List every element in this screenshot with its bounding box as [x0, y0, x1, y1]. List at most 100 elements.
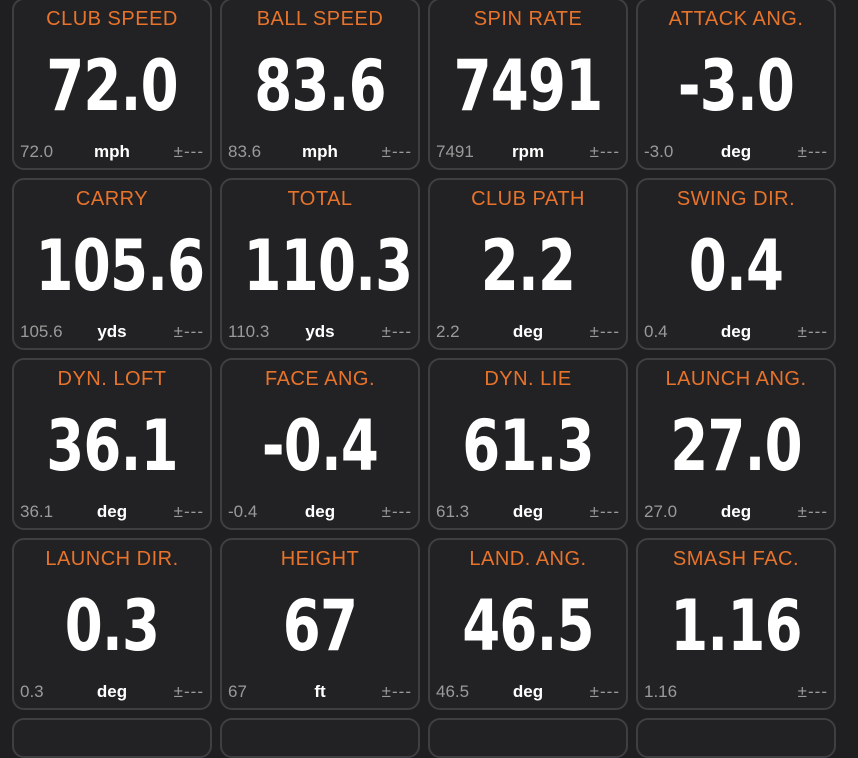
metric-unit: deg — [720, 322, 752, 341]
metric-title: DYN. LOFT — [57, 368, 167, 390]
metric-sub-value: 7491 — [436, 142, 474, 161]
metric-title: CARRY — [75, 188, 149, 210]
metric-tolerance: ±--- — [589, 682, 620, 701]
metric-title: HEIGHT — [280, 548, 360, 570]
metric-sub-value: 110.3 — [228, 322, 270, 341]
metric-footer: 7491 rpm ±--- — [436, 142, 620, 162]
metric-value: -0.4 — [261, 405, 379, 487]
metric-title: LAUNCH DIR. — [45, 548, 179, 570]
metric-title: FACE ANG. — [264, 368, 376, 390]
metric-unit: deg — [96, 502, 128, 521]
metric-tolerance: ±--- — [589, 322, 620, 341]
metric-unit: deg — [512, 502, 544, 521]
metric-tolerance: ±--- — [797, 322, 828, 341]
metric-sub-value: 105.6 — [20, 322, 63, 341]
metric-title: SPIN RATE — [473, 8, 583, 30]
metric-footer: 105.6 yds ±--- — [20, 322, 204, 342]
metric-footer: 67 ft ±--- — [228, 682, 412, 702]
metric-tile-spin-rate[interactable]: SPIN RATE 7491 7491 rpm ±--- — [428, 0, 628, 170]
metric-footer: 46.5 deg ±--- — [436, 682, 620, 702]
metric-unit: yds — [305, 322, 335, 341]
metric-unit: ft — [314, 682, 326, 701]
metric-tolerance: ±--- — [381, 322, 412, 341]
metric-value: 105.6 — [35, 225, 206, 307]
metrics-grid: CLUB SPEED 72.0 72.0 mph ±--- BALL SPEED… — [12, 0, 836, 758]
metric-unit: deg — [720, 502, 752, 521]
metric-value: 72.0 — [46, 45, 178, 127]
metric-title: SMASH FAC. — [672, 548, 800, 570]
metric-value: 67 — [282, 585, 358, 667]
metric-tolerance: ±--- — [797, 502, 828, 521]
metric-tile-face-angle[interactable]: FACE ANG. -0.4 -0.4 deg ±--- — [220, 358, 420, 530]
metric-tile-club-path[interactable]: CLUB PATH 2.2 2.2 deg ±--- — [428, 178, 628, 350]
metric-value: 2.2 — [480, 225, 576, 307]
metric-tile-launch-angle[interactable]: LAUNCH ANG. 27.0 27.0 deg ±--- — [636, 358, 836, 530]
metric-value: -3.0 — [677, 45, 795, 127]
metric-tile-ball-speed[interactable]: BALL SPEED 83.6 83.6 mph ±--- — [220, 0, 420, 170]
metric-value: 7491 — [453, 45, 604, 127]
metric-tolerance: ±--- — [797, 142, 828, 161]
metric-tile-partial[interactable] — [220, 718, 420, 758]
metric-footer: 83.6 mph ±--- — [228, 142, 412, 162]
metric-value: 36.1 — [46, 405, 178, 487]
metric-title: TOTAL — [287, 188, 353, 210]
metric-value: 1.16 — [670, 585, 802, 667]
metric-tolerance: ±--- — [381, 682, 412, 701]
metric-tile-dynamic-lie[interactable]: DYN. LIE 61.3 61.3 deg ±--- — [428, 358, 628, 530]
metric-footer: 72.0 mph ±--- — [20, 142, 204, 162]
metric-tile-club-speed[interactable]: CLUB SPEED 72.0 72.0 mph ±--- — [12, 0, 212, 170]
metric-tolerance: ±--- — [589, 142, 620, 161]
metric-tolerance: ±--- — [173, 502, 204, 521]
metric-tile-partial[interactable] — [12, 718, 212, 758]
metric-tile-height[interactable]: HEIGHT 67 67 ft ±--- — [220, 538, 420, 710]
metric-title: CLUB SPEED — [46, 8, 178, 30]
metric-tile-carry[interactable]: CARRY 105.6 105.6 yds ±--- — [12, 178, 212, 350]
metric-title: DYN. LIE — [484, 368, 572, 390]
metric-tile-smash-factor[interactable]: SMASH FAC. 1.16 1.16 ±--- — [636, 538, 836, 710]
metric-sub-value: 46.5 — [436, 682, 470, 701]
metric-footer: 0.3 deg ±--- — [20, 682, 204, 702]
metric-sub-value: 36.1 — [20, 502, 54, 521]
metric-sub-value: 2.2 — [436, 322, 460, 341]
metric-footer: 110.3 yds ±--- — [228, 322, 412, 342]
metric-sub-value: 72.0 — [20, 142, 54, 161]
metric-tile-total[interactable]: TOTAL 110.3 110.3 yds ±--- — [220, 178, 420, 350]
metric-value: 0.4 — [688, 225, 784, 307]
metric-sub-value: 83.6 — [228, 142, 262, 161]
metric-sub-value: 61.3 — [436, 502, 470, 521]
metric-tile-partial[interactable] — [428, 718, 628, 758]
metric-tolerance: ±--- — [173, 682, 204, 701]
metric-unit: deg — [512, 322, 544, 341]
metric-tolerance: ±--- — [381, 142, 412, 161]
metric-title: ATTACK ANG. — [668, 8, 804, 30]
metric-footer: 36.1 deg ±--- — [20, 502, 204, 522]
metric-unit: rpm — [511, 142, 545, 161]
metric-footer: 0.4 deg ±--- — [644, 322, 828, 342]
metric-tile-launch-direction[interactable]: LAUNCH DIR. 0.3 0.3 deg ±--- — [12, 538, 212, 710]
metric-value: 27.0 — [670, 405, 802, 487]
metric-tile-landing-angle[interactable]: LAND. ANG. 46.5 46.5 deg ±--- — [428, 538, 628, 710]
metric-unit: mph — [302, 142, 338, 161]
metric-tolerance: ±--- — [173, 142, 204, 161]
metric-tile-partial[interactable] — [636, 718, 836, 758]
metric-tile-attack-angle[interactable]: ATTACK ANG. -3.0 -3.0 deg ±--- — [636, 0, 836, 170]
metric-sub-value: 1.16 — [644, 682, 678, 701]
metric-tile-swing-direction[interactable]: SWING DIR. 0.4 0.4 deg ±--- — [636, 178, 836, 350]
metric-footer: 2.2 deg ±--- — [436, 322, 620, 342]
metric-tolerance: ±--- — [381, 502, 412, 521]
metric-title: SWING DIR. — [676, 188, 796, 210]
metric-sub-value: -0.4 — [228, 502, 258, 521]
metric-unit: deg — [96, 682, 128, 701]
metric-title: BALL SPEED — [256, 8, 384, 30]
metric-unit: deg — [512, 682, 544, 701]
metric-sub-value: -3.0 — [644, 142, 674, 161]
metric-title: CLUB PATH — [471, 188, 585, 210]
metric-title: LAUNCH ANG. — [665, 368, 807, 390]
metric-unit: deg — [720, 142, 752, 161]
metric-sub-value: 0.3 — [20, 682, 44, 701]
metric-footer: -0.4 deg ±--- — [228, 502, 412, 522]
metric-value: 61.3 — [462, 405, 594, 487]
metric-tile-dynamic-loft[interactable]: DYN. LOFT 36.1 36.1 deg ±--- — [12, 358, 212, 530]
metric-title: LAND. ANG. — [469, 548, 587, 570]
metric-tolerance: ±--- — [173, 322, 204, 341]
